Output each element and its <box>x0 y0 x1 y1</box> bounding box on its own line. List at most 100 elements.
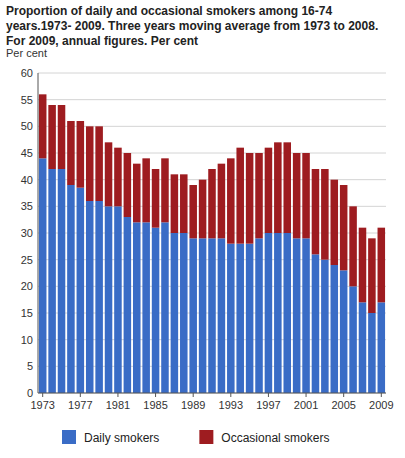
bar-segment <box>218 238 226 393</box>
y-tick-label: 0 <box>27 387 33 399</box>
grid-line <box>38 73 386 74</box>
bar-segment <box>142 222 150 393</box>
bar-segment <box>227 158 235 243</box>
bar-segment <box>58 105 66 169</box>
bar-segment <box>283 142 291 233</box>
bar-segment <box>340 270 348 393</box>
bar-segment <box>39 158 47 393</box>
bar-segment <box>274 142 282 233</box>
y-tick-label: 45 <box>21 147 33 159</box>
bar-segment <box>331 180 339 265</box>
bar-segment <box>77 188 85 393</box>
x-tick <box>343 393 344 397</box>
bar-segment <box>265 148 273 233</box>
x-tick-label: 1989 <box>181 399 205 411</box>
x-tick <box>306 393 307 397</box>
bar-segment <box>124 153 132 217</box>
bar-segment <box>255 238 263 393</box>
bar-segment <box>189 238 197 393</box>
bar-segment <box>359 228 367 303</box>
bar-segment <box>152 228 160 393</box>
title: Proportion of daily and occasional smoke… <box>6 4 396 49</box>
y-tick-label: 5 <box>27 360 33 372</box>
bar-segment <box>368 313 376 393</box>
bar-segment <box>133 164 141 223</box>
bar-segment <box>208 169 216 238</box>
bar-segment <box>255 153 263 238</box>
bar-segment <box>171 174 179 233</box>
y-axis-label: Per cent <box>6 47 47 59</box>
y-tick-label: 40 <box>21 174 33 186</box>
bar-segment <box>67 121 75 185</box>
bar-segment <box>114 206 122 393</box>
bar-segment <box>199 238 207 393</box>
x-tick-label: 2005 <box>331 399 355 411</box>
x-tick-label: 2009 <box>369 399 393 411</box>
bar-segment <box>283 233 291 393</box>
bar-segment <box>208 238 216 393</box>
x-axis <box>38 393 386 394</box>
bar-segment <box>95 201 103 393</box>
bar-segment <box>180 174 188 233</box>
bar-segment <box>331 265 339 393</box>
bar-segment <box>48 105 56 169</box>
legend-label: Daily smokers <box>84 431 159 445</box>
x-tick <box>268 393 269 397</box>
bar-segment <box>274 233 282 393</box>
bar-segment <box>321 169 329 260</box>
bar-segment <box>86 201 94 393</box>
bar-segment <box>218 164 226 239</box>
x-tick <box>117 393 118 397</box>
bar-segment <box>171 233 179 393</box>
bar-segment <box>359 302 367 393</box>
bar-segment <box>227 244 235 393</box>
y-tick-label: 30 <box>21 227 33 239</box>
bar-segment <box>236 244 244 393</box>
bar-segment <box>86 126 94 201</box>
x-tick <box>155 393 156 397</box>
y-tick-label: 55 <box>21 94 33 106</box>
bar-segment <box>302 238 310 393</box>
bar-segment <box>133 222 141 393</box>
grid-line <box>38 99 386 100</box>
y-tick-label: 10 <box>21 334 33 346</box>
y-tick-label: 20 <box>21 280 33 292</box>
bar-segment <box>161 158 169 222</box>
bar-segment <box>142 158 150 222</box>
bar-segment <box>349 286 357 393</box>
bar-segment <box>39 94 47 158</box>
bar-segment <box>265 233 273 393</box>
bar-segment <box>180 233 188 393</box>
bars <box>39 94 385 393</box>
bar-segment <box>58 169 66 393</box>
x-tick <box>381 393 382 397</box>
x-tick <box>230 393 231 397</box>
bar-segment <box>161 222 169 393</box>
bar-segment <box>199 180 207 239</box>
bar-segment <box>246 244 254 393</box>
bar-segment <box>67 185 75 393</box>
bar-segment <box>48 169 56 393</box>
bar-segment <box>340 185 348 270</box>
x-tick-label: 2001 <box>294 399 318 411</box>
bar-segment <box>77 121 85 188</box>
x-tick-label: 1985 <box>143 399 167 411</box>
bar-segment <box>312 169 320 254</box>
y-tick-label: 25 <box>21 254 33 266</box>
legend-label: Occasional smokers <box>221 431 329 445</box>
bar-segment <box>114 148 122 207</box>
x-tick <box>42 393 43 397</box>
legend-swatch <box>199 430 213 444</box>
y-tick-label: 35 <box>21 200 33 212</box>
bar-segment <box>378 228 386 303</box>
bar-segment <box>246 153 254 244</box>
bar-segment <box>368 238 376 313</box>
bar-segment <box>95 126 103 201</box>
bar-segment <box>302 153 310 238</box>
y-tick-label: 50 <box>21 120 33 132</box>
bar-segment <box>189 185 197 238</box>
bar-segment <box>293 153 301 238</box>
x-tick-label: 1981 <box>106 399 130 411</box>
bar-segment <box>236 148 244 244</box>
x-tick <box>193 393 194 397</box>
